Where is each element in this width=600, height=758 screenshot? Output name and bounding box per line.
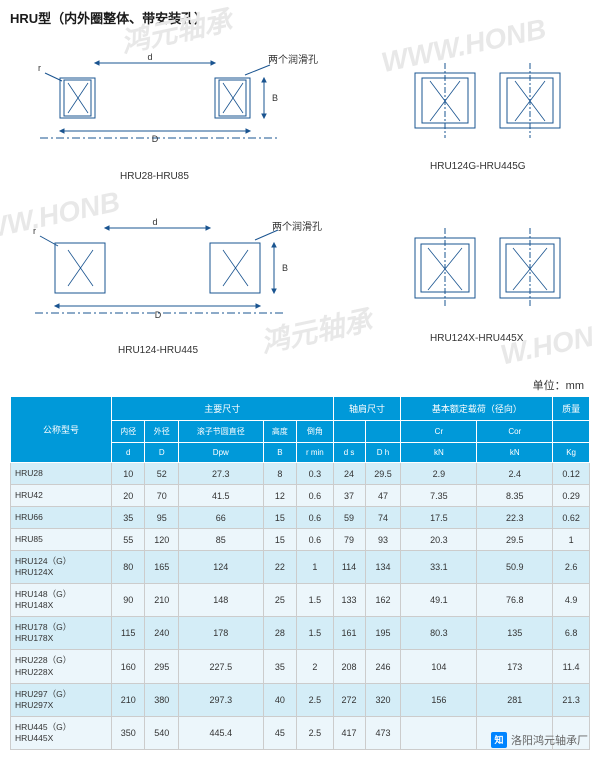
table-row: HRU28105227.380.32429.52.92.40.12 (11, 463, 590, 485)
col-model: 公称型号 (11, 397, 112, 463)
svg-text:d: d (147, 52, 152, 62)
page-title: HRU型（内外圈整体、带安装孔） (10, 8, 590, 27)
svg-text:r: r (33, 226, 36, 236)
spec-table: 公称型号 主要尺寸 轴肩尺寸 基本额定载荷（径向） 质量 内径外径滚子节圆直径高… (10, 396, 590, 750)
col-group-main: 主要尺寸 (111, 397, 333, 421)
zhihu-attribution: 知 洛阳鸿元轴承厂 (491, 732, 588, 748)
diagram-caption: HRU28-HRU85 (120, 171, 189, 182)
diagram-caption: HRU124X-HRU445X (430, 333, 523, 344)
zhihu-icon: 知 (491, 732, 507, 748)
diagram-top-left: d D B r (20, 43, 310, 163)
diagram-caption: HRU124-HRU445 (118, 345, 198, 356)
svg-text:B: B (272, 93, 278, 103)
zhihu-text: 洛阳鸿元轴承厂 (511, 732, 588, 748)
svg-text:d: d (152, 217, 157, 227)
table-row: HRU124（G）HRU124X8016512422111413433.150.… (11, 551, 590, 584)
unit-label: 单位：mm (10, 377, 584, 393)
svg-text:D: D (152, 134, 159, 144)
table-row: HRU178（G）HRU178X115240178281.516119580.3… (11, 617, 590, 650)
diagram-annotation: 两个润滑孔 (268, 51, 318, 66)
table-row: HRU42207041.5120.637477.358.350.29 (11, 485, 590, 507)
col-group-mass: 质量 (553, 397, 590, 421)
table-row: HRU148（G）HRU148X90210148251.513316249.17… (11, 584, 590, 617)
diagram-area: d D B r HRU28-HRU85 两个润滑孔 HRU124G-HRU445… (10, 33, 590, 373)
svg-text:D: D (155, 310, 162, 320)
table-row: HRU297（G）HRU297X210380297.3402.527232015… (11, 683, 590, 716)
col-group-shoulder: 轴肩尺寸 (333, 397, 401, 421)
table-row: HRU228（G）HRU228X160295227.53522082461041… (11, 650, 590, 683)
table-row: HRU855512085150.6799320.329.51 (11, 529, 590, 551)
table-row: HRU66359566150.6597417.522.30.62 (11, 507, 590, 529)
diagram-top-right (400, 53, 580, 153)
svg-text:B: B (282, 263, 288, 273)
diagram-bottom-right (400, 218, 580, 328)
diagram-annotation: 两个润滑孔 (272, 218, 322, 233)
diagram-caption: HRU124G-HRU445G (430, 161, 526, 172)
diagram-bottom-left: d D B r (20, 208, 310, 338)
svg-text:r: r (38, 63, 41, 73)
col-group-load: 基本额定载荷（径向） (401, 397, 553, 421)
